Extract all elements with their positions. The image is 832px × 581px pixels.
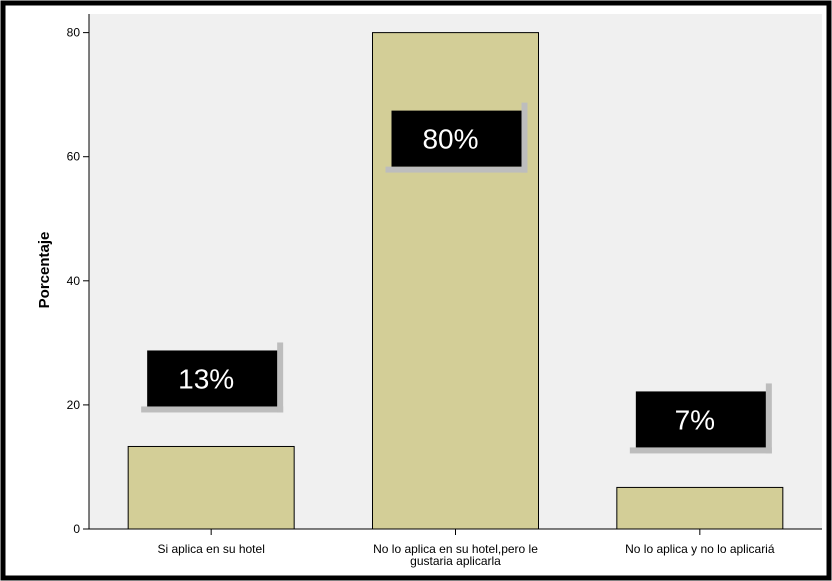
data-label-shadow (385, 166, 528, 173)
x-tick-label: Si aplica en su hotel (157, 542, 264, 556)
data-label-shadow (765, 383, 772, 454)
data-label: 7% (675, 404, 715, 435)
data-label-box (391, 110, 522, 167)
x-tick-label: gustaria aplicarla (410, 554, 501, 568)
data-label-shadow (629, 447, 772, 454)
data-labels: 13% 80% 7% (141, 102, 772, 454)
y-tick-label: 0 (73, 522, 80, 536)
data-label: 80% (422, 124, 478, 155)
y-axis-title: Porcentaje (36, 232, 53, 309)
data-label-shadow (521, 102, 528, 173)
y-tick-label: 60 (67, 150, 81, 164)
y-tick-label: 80 (67, 26, 81, 40)
x-tick-label: No lo aplica en su hotel,pero le (373, 542, 538, 556)
data-label-box (147, 350, 278, 407)
bar (616, 486, 784, 530)
y-tick-label: 40 (67, 274, 81, 288)
data-label-shadow (277, 342, 284, 413)
y-tick-label: 20 (67, 398, 81, 412)
y-axis-ticks: 0 20 40 60 80 (67, 26, 89, 536)
data-label-shadow (141, 406, 284, 413)
x-axis-labels: Si aplica en su hotel No lo aplica en su … (157, 529, 775, 568)
x-tick-label: No lo aplica y no lo aplicariá (625, 542, 775, 556)
data-label: 13% (178, 363, 234, 394)
bar (127, 445, 295, 530)
data-label-box (635, 391, 766, 448)
bar (372, 32, 539, 530)
